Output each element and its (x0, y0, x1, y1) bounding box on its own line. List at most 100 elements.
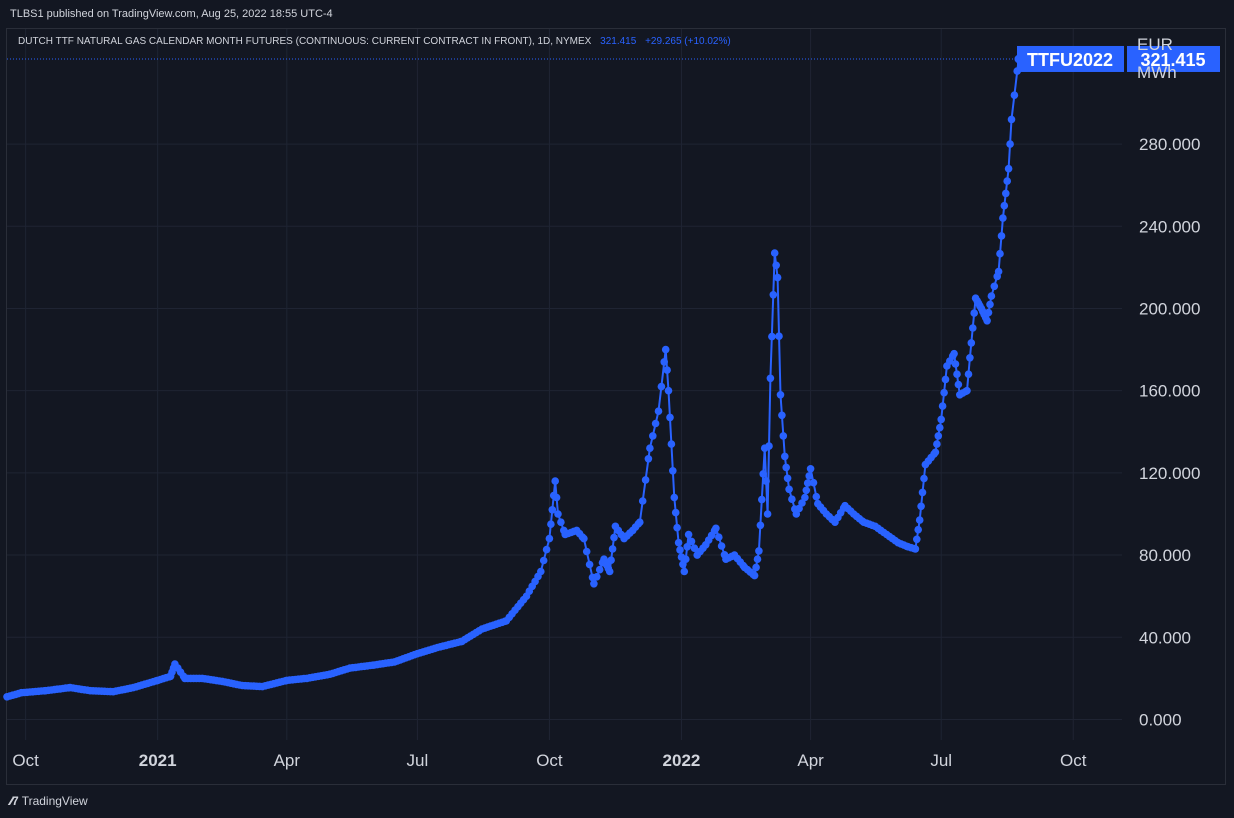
data-point (644, 455, 653, 463)
data-point (953, 370, 961, 379)
data-point (607, 556, 615, 564)
data-point (664, 386, 673, 395)
data-point (608, 545, 617, 553)
price-badge (1127, 45, 1220, 72)
data-point (1004, 164, 1013, 173)
data-point (951, 360, 960, 368)
data-point (970, 309, 978, 317)
data-point (781, 452, 789, 461)
data-point (938, 402, 947, 410)
data-point (669, 467, 677, 475)
data-point (580, 534, 588, 543)
tradingview-brand[interactable]: ⁄⁄7 TradingView (10, 794, 88, 808)
data-point (966, 354, 974, 362)
data-point (1002, 189, 1010, 198)
y-tick-label: 0.000 (1139, 710, 1182, 729)
data-point (552, 493, 561, 502)
data-point (915, 516, 924, 524)
data-point (920, 474, 928, 483)
data-point (649, 432, 657, 440)
data-point (984, 308, 993, 317)
data-point (768, 332, 776, 341)
data-point (551, 477, 559, 485)
data-point (651, 419, 660, 428)
data-point (776, 391, 785, 399)
data-point (812, 492, 821, 501)
data-point (954, 380, 963, 389)
data-point (783, 474, 792, 483)
data-point (759, 470, 767, 478)
data-point (770, 249, 779, 257)
data-point (671, 508, 680, 517)
y-tick-label: 240.000 (1139, 217, 1200, 236)
data-point (593, 573, 601, 581)
x-tick-label: Apr (274, 751, 301, 770)
data-point (758, 495, 766, 504)
published-header: TLBS1 published on TradingView.com, Aug … (0, 0, 1234, 28)
data-point (752, 563, 760, 572)
data-point (772, 261, 780, 270)
y-tick-label: 200.000 (1139, 299, 1200, 318)
data-point (641, 476, 650, 484)
y-tick-label: 160.000 (1139, 382, 1200, 401)
data-point (545, 534, 554, 543)
data-point (595, 565, 604, 574)
data-point (778, 411, 786, 420)
data-point (590, 580, 598, 588)
data-point (990, 282, 999, 291)
x-tick-label: 2021 (139, 751, 177, 770)
grid (7, 29, 1122, 740)
data-point (987, 292, 996, 300)
data-point (756, 521, 765, 530)
legend-last-value: 321.415 (600, 36, 637, 47)
data-point (950, 349, 958, 358)
data-point (636, 518, 644, 526)
y-tick-label: 40.000 (1139, 628, 1191, 647)
data-point (548, 506, 557, 514)
legend-title: DUTCH TTF NATURAL GAS CALENDAR MONTH FUT… (18, 36, 592, 47)
data-point (674, 538, 683, 547)
data-point (763, 510, 772, 518)
y-axis-unit-energy: MWh (1137, 63, 1177, 82)
data-point (554, 510, 562, 518)
data-point (803, 479, 812, 487)
data-point (1010, 91, 1019, 99)
data-point (933, 440, 941, 448)
x-tick-label: 2022 (663, 751, 701, 770)
y-axis-unit-currency: EUR (1137, 35, 1173, 54)
chart-frame (6, 28, 1226, 785)
data-point (690, 544, 699, 552)
data-point (1003, 177, 1011, 185)
data-point (806, 465, 815, 473)
x-tick-label: Jul (407, 751, 429, 770)
data-point (673, 523, 681, 532)
data-point (809, 478, 818, 487)
chart-legend: DUTCH TTF NATURAL GAS CALENDAR MONTH FUT… (18, 36, 731, 47)
data-point (712, 524, 720, 533)
data-point (914, 525, 922, 534)
data-point (996, 249, 1004, 258)
tradingview-logo-icon: ⁄⁄7 (10, 794, 19, 808)
x-tick-label: Jul (930, 751, 952, 770)
x-tick-label: Oct (1060, 751, 1087, 770)
data-point (638, 497, 647, 505)
data-point (937, 415, 945, 424)
data-point (805, 472, 813, 480)
data-point (775, 332, 783, 341)
data-point (657, 382, 666, 391)
legend-change: +29.265 (+10.02%) (645, 36, 731, 47)
data-point (963, 386, 971, 395)
data-point (999, 214, 1007, 222)
footer: ⁄⁄7 TradingView (0, 785, 1234, 818)
data-point (779, 432, 788, 440)
data-point (785, 485, 793, 494)
data-point (994, 267, 1003, 276)
data-point (769, 291, 778, 299)
data-point (802, 486, 811, 495)
data-point (1006, 140, 1014, 148)
data-point (717, 542, 726, 550)
last-value-badges: TTFU2022 321.415 (7, 45, 1220, 72)
brand-label: TradingView (21, 794, 88, 808)
y-tick-label: 120.000 (1139, 464, 1200, 483)
